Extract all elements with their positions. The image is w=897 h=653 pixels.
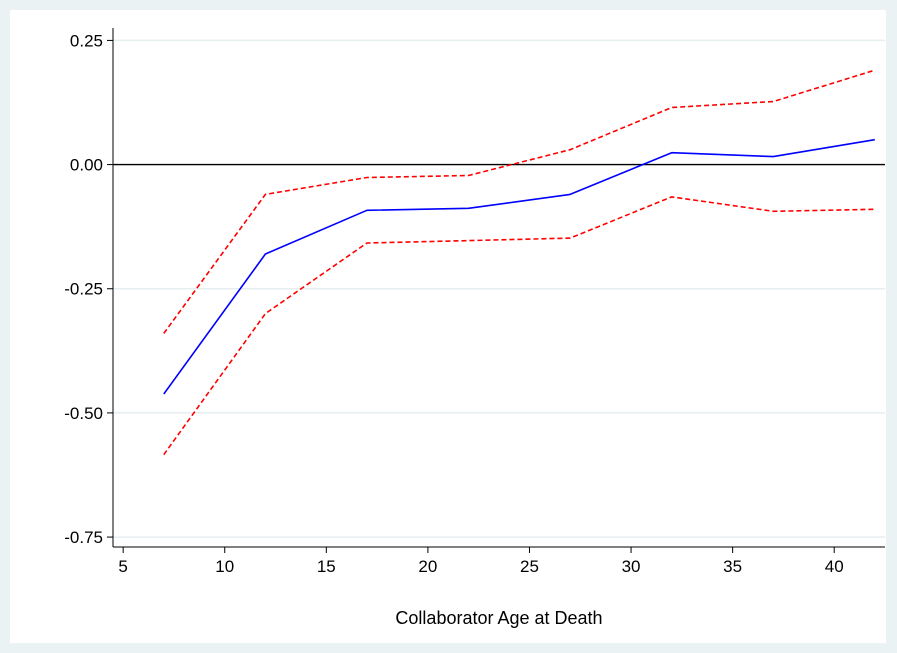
x-tick-label-3: 20: [418, 557, 437, 576]
x-tick-label-1: 10: [215, 557, 234, 576]
lower-ci-line: [163, 196, 875, 456]
upper-ci-line: [163, 69, 876, 334]
y-tick-label-0: 0.25: [70, 31, 103, 50]
series-layer: [163, 69, 876, 456]
estimate-line: [163, 138, 875, 395]
x-tick-label-5: 30: [622, 557, 641, 576]
x-tick-label-6: 35: [723, 557, 742, 576]
x-tick-label-0: 5: [118, 557, 127, 576]
x-axis-title: Collaborator Age at Death: [395, 608, 602, 628]
y-tick-label-1: 0.00: [70, 156, 103, 175]
y-tick-label-4: -0.75: [64, 528, 103, 547]
x-tick-label-7: 40: [825, 557, 844, 576]
x-tick-label-4: 25: [520, 557, 539, 576]
x-tick-label-2: 15: [317, 557, 336, 576]
axes: [107, 28, 885, 553]
y-tick-label-2: -0.25: [64, 280, 103, 299]
y-tick-label-3: -0.50: [64, 404, 103, 423]
plot-panel: [10, 10, 886, 643]
tick-labels: 0.25 0.00 -0.25 -0.50 -0.75 5 10 15 20 25 30 35 40: [64, 31, 843, 576]
